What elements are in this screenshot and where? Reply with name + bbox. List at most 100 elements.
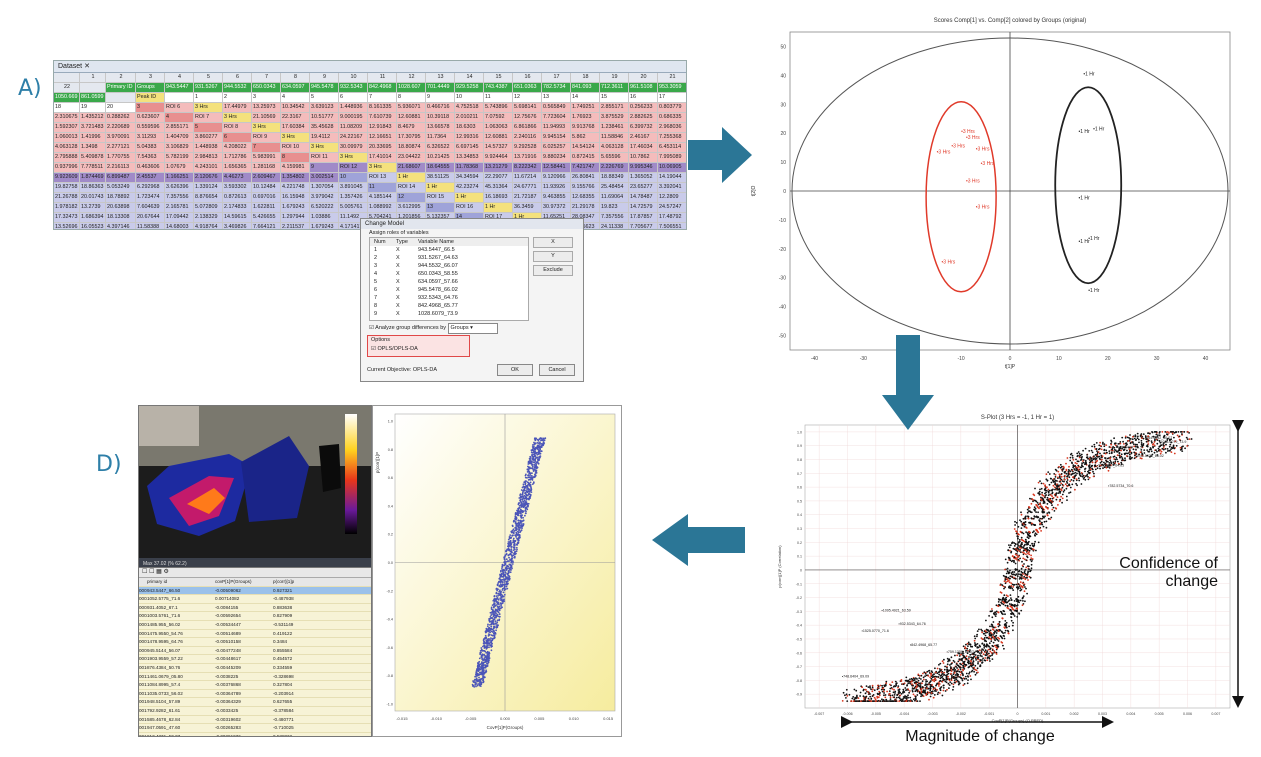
peak-number[interactable]: 5 — [310, 93, 339, 103]
row-number[interactable]: 8 — [281, 153, 310, 163]
value-cell[interactable]: 12.99316 — [455, 133, 484, 143]
roi-id-cell[interactable]: ROI 15 — [426, 193, 455, 203]
value-cell[interactable]: 10.7862 — [629, 153, 658, 163]
value-cell[interactable]: 8.876654 — [194, 193, 223, 203]
table-row[interactable]: 00121084.8995_57.4 -0.00376868 0.327804 — [139, 681, 371, 690]
col-number[interactable]: 8 — [281, 73, 310, 83]
value-cell[interactable]: 23.65277 — [629, 183, 658, 193]
value-cell[interactable]: 13.25973 — [252, 103, 281, 113]
value-cell[interactable]: 14.54124 — [571, 143, 600, 153]
value-cell[interactable]: 2.609467 — [252, 173, 281, 183]
assign-y-button[interactable]: Y — [533, 251, 573, 262]
mass-cell[interactable]: 650.0343 — [252, 83, 281, 93]
value-cell[interactable]: 30.97372 — [542, 203, 571, 213]
assign-x-button[interactable]: X — [533, 237, 573, 248]
peak-number[interactable]: 6 — [339, 93, 368, 103]
value-cell[interactable]: 18.78892 — [106, 193, 136, 203]
peak-number[interactable]: 16 — [629, 93, 658, 103]
value-cell[interactable]: 28.08347 — [571, 213, 600, 223]
value-cell[interactable]: 20.33695 — [368, 143, 397, 153]
variable-row[interactable]: 6 X 945.5478_66.02 — [370, 286, 528, 294]
toolbar-icon-1[interactable]: ☐ — [142, 569, 148, 575]
col-number[interactable]: 17 — [542, 73, 571, 83]
value-cell[interactable]: 6.861866 — [513, 123, 542, 133]
mass-cell[interactable]: 932.5343 — [339, 83, 368, 93]
value-cell[interactable]: 2.165781 — [165, 203, 194, 213]
group-cell[interactable]: 3 Hrs — [252, 123, 281, 133]
peak-number[interactable]: 20 — [106, 103, 136, 113]
value-cell[interactable]: 7.07592 — [484, 113, 513, 123]
value-cell[interactable]: 1.339124 — [194, 183, 223, 193]
value-cell[interactable]: 8.161335 — [368, 103, 397, 113]
table-row[interactable]: 00041003.5761_71.6 -0.00592654 0.827909 — [139, 612, 371, 621]
value-cell[interactable]: 34.34594 — [455, 173, 484, 183]
variable-row[interactable]: 9 X 1028.6079_73.9 — [370, 310, 528, 318]
variable-row[interactable]: 8 X 842.4968_65.77 — [370, 302, 528, 310]
peak-number[interactable]: 4 — [281, 93, 310, 103]
roi-id-cell[interactable]: ROI 11 — [310, 153, 339, 163]
value-cell[interactable]: 0.463606 — [136, 163, 165, 173]
corner-cell[interactable] — [54, 73, 80, 83]
group-cell[interactable]: 3 Hrs — [223, 113, 252, 123]
value-cell[interactable]: 2.120676 — [194, 173, 223, 183]
mass-cell[interactable]: 634.0597 — [281, 83, 310, 93]
table-row[interactable]: 00061475.9550_54.76 -0.00514689 0.419122 — [139, 630, 371, 639]
value-cell[interactable]: 6.326522 — [426, 143, 455, 153]
value-cell[interactable]: 7.664121 — [252, 223, 281, 229]
col-number[interactable]: 6 — [223, 73, 252, 83]
value-cell[interactable]: 1.238461 — [600, 123, 629, 133]
peak-number[interactable]: 3 — [252, 93, 281, 103]
value-cell[interactable]: 0.803779 — [658, 103, 686, 113]
value-cell[interactable]: 20.67644 — [136, 213, 165, 223]
group-cell[interactable]: 1 Hr — [397, 173, 426, 183]
value-cell[interactable]: 2.795888 — [54, 153, 80, 163]
value-cell[interactable]: 2.138329 — [194, 213, 223, 223]
value-cell[interactable]: 6.899487 — [106, 173, 136, 183]
col-number[interactable]: 11 — [368, 73, 397, 83]
value-cell[interactable]: 1.448936 — [339, 103, 368, 113]
value-cell[interactable]: 3.469826 — [223, 223, 252, 229]
value-cell[interactable]: 1.354802 — [281, 173, 310, 183]
value-cell[interactable]: 0.559596 — [136, 123, 165, 133]
col-number[interactable]: 15 — [484, 73, 513, 83]
value-cell[interactable]: 21.10569 — [252, 113, 281, 123]
value-cell[interactable]: 5.409878 — [80, 153, 106, 163]
value-cell[interactable]: 13.21279 — [484, 163, 513, 173]
value-cell[interactable]: 19.823 — [600, 203, 629, 213]
value-cell[interactable]: 11.93926 — [542, 183, 571, 193]
cancel-button[interactable]: Cancel — [539, 364, 575, 376]
value-cell[interactable]: 24.57247 — [658, 203, 686, 213]
value-cell[interactable]: 4.221748 — [281, 183, 310, 193]
value-cell[interactable]: 1.874469 — [80, 173, 106, 183]
value-cell[interactable]: 2.882625 — [629, 113, 658, 123]
value-cell[interactable]: 1.060013 — [54, 133, 80, 143]
close-icon[interactable]: ✕ — [84, 63, 90, 70]
value-cell[interactable]: 21.29178 — [571, 203, 600, 213]
value-cell[interactable]: 14.59615 — [223, 213, 252, 223]
value-cell[interactable]: 12.58441 — [542, 163, 571, 173]
value-cell[interactable]: 14.72579 — [629, 203, 658, 213]
table-row[interactable]: 0001943.5447_66.50 -0.00509062 0.927321 — [139, 586, 371, 596]
value-cell[interactable]: 5.743896 — [484, 103, 513, 113]
value-cell[interactable]: 5.053249 — [106, 183, 136, 193]
row-number-1[interactable] — [80, 83, 106, 93]
table-row[interactable]: 0018913.4371_50.07 -0.00291036 0.538832 — [139, 733, 371, 736]
col-number[interactable]: 3 — [136, 73, 165, 83]
value-cell[interactable]: 7.705677 — [629, 223, 658, 229]
value-cell[interactable]: 20.63898 — [106, 203, 136, 213]
value-cell[interactable]: 5.072809 — [194, 203, 223, 213]
value-cell[interactable]: 7.54363 — [136, 153, 165, 163]
roi-id-cell[interactable]: ROI 12 — [339, 163, 368, 173]
value-cell[interactable]: 25.48454 — [600, 183, 629, 193]
value-cell[interactable]: 2.220689 — [106, 123, 136, 133]
col-number[interactable]: 2 — [106, 73, 136, 83]
value-cell[interactable]: 1.448938 — [194, 143, 223, 153]
value-cell[interactable]: 1.686394 — [80, 213, 106, 223]
mass-cell[interactable]: 945.5478 — [310, 83, 339, 93]
value-cell[interactable]: 12.16651 — [368, 133, 397, 143]
value-cell[interactable]: 4.243101 — [194, 163, 223, 173]
table-row[interactable]: 00091903.9559_57.22 -0.00448617 0.454572 — [139, 655, 371, 664]
value-cell[interactable]: 5.862 — [571, 133, 600, 143]
value-cell[interactable]: 7.421747 — [571, 163, 600, 173]
value-cell[interactable]: 35.45628 — [310, 123, 339, 133]
